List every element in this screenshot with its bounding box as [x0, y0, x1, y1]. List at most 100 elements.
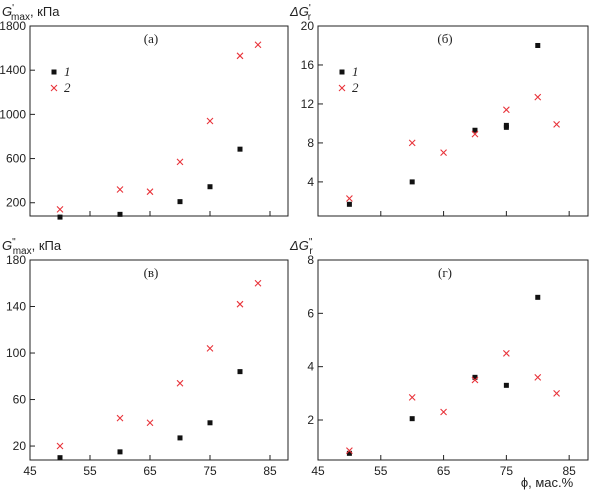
x-tick-label: 65 [437, 464, 451, 478]
y-axis-label-sub: r [309, 246, 313, 257]
legend-marker-2 [338, 84, 346, 92]
y-tick-label: 20 [301, 19, 315, 33]
legend-label: 1 [64, 64, 71, 79]
legend-label: 2 [352, 80, 359, 95]
data-point-series-1 [177, 435, 183, 441]
x-tick-label: 45 [311, 464, 325, 478]
data-point-series-2 [206, 344, 214, 352]
data-point-series-2 [346, 195, 353, 202]
y-axis-label-sup: ' [12, 3, 14, 14]
y-axis-label: ΔG' r [289, 3, 312, 23]
data-point-series-1 [503, 122, 509, 128]
data-point-series-2 [236, 52, 244, 60]
data-point-series-2 [440, 149, 447, 157]
panel-label: (а) [144, 31, 158, 46]
y-axis-label: ΔG" r [289, 237, 313, 257]
y-tick-label: 140 [6, 300, 26, 314]
y-tick-label: 1400 [0, 63, 26, 77]
data-point-series-1 [535, 294, 541, 300]
data-point-series-2 [116, 186, 124, 193]
panel-label: (г) [438, 265, 452, 280]
y-axis-label-main: G [2, 238, 12, 253]
panel-d: 2 4 6 8 45 55 65 75 85 (г) ΔG" r [289, 237, 589, 478]
data-point-series-2 [176, 158, 184, 166]
legend-marker-2 [50, 84, 58, 92]
data-point-series-1 [177, 199, 183, 205]
data-point-series-2 [408, 393, 416, 401]
data-point-series-1 [237, 369, 243, 375]
y-axis-label-sup: ' [309, 3, 311, 14]
y-axis-label-sub: max [11, 12, 30, 23]
data-point-series-2 [534, 373, 542, 381]
data-point-series-1 [472, 127, 478, 133]
x-tick-label: 75 [500, 464, 514, 478]
y-tick-label: 16 [301, 58, 315, 72]
y-axis-label: G' max, кПа [2, 3, 60, 23]
data-point-series-1 [57, 214, 63, 220]
data-point-series-2 [471, 130, 479, 138]
y-axis-label-main: ΔG [289, 4, 309, 19]
data-point-series-2 [206, 117, 214, 125]
data-point-series-1 [117, 449, 123, 455]
data-point-series-2 [408, 139, 416, 147]
data-point-series-1 [117, 211, 123, 217]
plot-frame [317, 25, 589, 217]
y-tick-label: 60 [13, 393, 27, 407]
panel-c: 20 60 100 140 180 45 55 65 75 85 (в) G" max, кПа [2, 237, 289, 478]
y-axis-label-main: ΔG [289, 238, 309, 253]
y-axis-label-sup: " [12, 237, 16, 248]
data-point-series-2 [236, 300, 244, 308]
x-tick-label: 55 [374, 464, 388, 478]
panel-label: (в) [144, 265, 159, 280]
legend-label: 2 [64, 80, 71, 95]
y-tick-label: 600 [6, 152, 26, 166]
data-point-series-2 [553, 121, 560, 128]
y-tick-label: 100 [6, 346, 26, 360]
data-point-series-1 [207, 420, 213, 426]
data-point-series-2 [346, 447, 353, 455]
y-axis-label-main: G [2, 4, 12, 19]
data-point-series-1 [535, 42, 541, 48]
data-point-series-2 [502, 106, 510, 114]
x-tick-label: 55 [83, 464, 97, 478]
y-axis-label-sup: " [309, 237, 313, 248]
legend-marker-1 [339, 69, 345, 75]
data-point-series-2 [146, 419, 154, 427]
y-tick-label: 20 [13, 439, 27, 453]
legend-marker-1 [51, 69, 57, 75]
y-tick-label: 8 [307, 253, 314, 267]
data-point-series-2 [176, 379, 184, 387]
y-tick-label: 4 [307, 360, 314, 374]
data-point-series-2 [502, 349, 510, 357]
plot-frame [29, 25, 289, 217]
data-point-series-2 [471, 376, 479, 384]
data-point-series-2 [254, 41, 262, 49]
y-tick-label: 1000 [0, 107, 26, 121]
data-point-series-2 [56, 442, 64, 450]
y-tick-label: 12 [301, 97, 315, 111]
x-tick-label: 85 [562, 464, 576, 478]
y-tick-label: 4 [307, 175, 314, 189]
plot-frame [29, 259, 289, 461]
data-point-series-1 [346, 201, 352, 207]
panel-label: (б) [437, 31, 452, 46]
y-tick-label: 8 [307, 136, 314, 150]
data-point-series-1 [346, 450, 352, 456]
y-tick-label: 2 [307, 413, 314, 427]
y-axis-label-sub: max [13, 246, 32, 257]
panel-b: 4 8 12 16 20 (б) ΔG' r 12 [289, 3, 589, 217]
data-point-series-2 [146, 188, 154, 196]
data-point-series-1 [409, 179, 415, 185]
y-tick-label: 6 [307, 306, 314, 320]
x-tick-label: 75 [203, 464, 217, 478]
legend-label: 1 [352, 64, 359, 79]
data-point-series-1 [409, 416, 415, 422]
data-point-series-2 [553, 389, 560, 397]
data-point-series-2 [440, 408, 447, 416]
y-axis-label-unit: , кПа [32, 238, 62, 253]
data-point-series-2 [116, 414, 124, 422]
x-tick-label: 65 [143, 464, 157, 478]
data-point-series-1 [237, 146, 243, 152]
y-tick-label: 180 [6, 253, 26, 267]
data-point-series-1 [503, 382, 509, 388]
